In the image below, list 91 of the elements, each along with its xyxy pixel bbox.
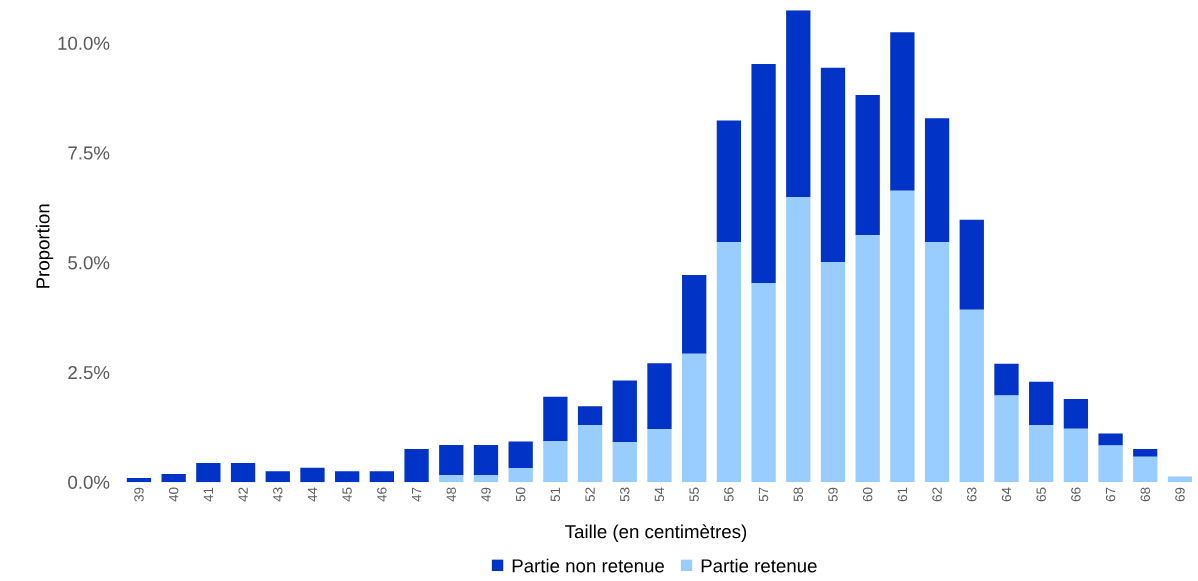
bar bbox=[751, 282, 776, 483]
bar bbox=[612, 441, 637, 483]
bar bbox=[682, 353, 707, 483]
x-tick-label: 55 bbox=[689, 487, 699, 502]
x-tick-label: 41 bbox=[203, 487, 213, 502]
bar bbox=[1063, 398, 1089, 429]
bar bbox=[890, 32, 915, 191]
bar bbox=[335, 471, 360, 483]
x-tick-label: 56 bbox=[724, 487, 734, 502]
x-tick-label: 64 bbox=[1001, 487, 1012, 502]
x-tick-label: 39 bbox=[134, 487, 144, 502]
bar bbox=[1029, 381, 1054, 426]
bar bbox=[473, 475, 499, 483]
x-tick-label: 65 bbox=[1036, 487, 1046, 502]
x-tick-label: 58 bbox=[793, 487, 803, 502]
x-axis-title: Taille (en centimètres) bbox=[565, 524, 747, 542]
bar bbox=[647, 363, 672, 430]
bar bbox=[959, 309, 984, 483]
bar bbox=[1098, 445, 1123, 483]
bar bbox=[682, 275, 707, 354]
x-tick-label: 50 bbox=[515, 487, 526, 502]
bar bbox=[820, 261, 846, 483]
bar bbox=[404, 448, 429, 483]
bar bbox=[647, 429, 672, 483]
bar bbox=[1063, 428, 1089, 483]
x-tick-label: 54 bbox=[654, 487, 665, 502]
bar bbox=[612, 380, 637, 442]
bar bbox=[786, 197, 811, 483]
bar bbox=[439, 445, 464, 476]
bar bbox=[439, 475, 464, 483]
bar bbox=[890, 190, 915, 483]
bar bbox=[577, 406, 603, 426]
x-tick-label: 61 bbox=[897, 487, 908, 502]
x-tick-label: 59 bbox=[828, 487, 838, 502]
x-tick-label: 44 bbox=[307, 487, 318, 502]
x-tick-label: 43 bbox=[273, 487, 283, 502]
y-tick-label: 5.0% bbox=[68, 256, 110, 270]
bar bbox=[786, 10, 811, 198]
bar bbox=[716, 120, 742, 243]
bar bbox=[473, 445, 499, 476]
bar bbox=[543, 396, 568, 442]
bar bbox=[1098, 433, 1123, 446]
bar bbox=[508, 468, 533, 483]
x-tick-label: 66 bbox=[1071, 487, 1081, 502]
x-tick-label: 42 bbox=[238, 487, 248, 502]
y-tick-label: 10.0% bbox=[58, 36, 110, 50]
x-tick-label: 60 bbox=[862, 487, 873, 502]
bar bbox=[994, 363, 1019, 396]
bar bbox=[751, 63, 776, 283]
x-tick-label: 53 bbox=[620, 487, 630, 502]
x-tick-label: 52 bbox=[585, 487, 595, 502]
bar bbox=[577, 425, 603, 483]
bar bbox=[300, 467, 325, 483]
bar bbox=[924, 242, 950, 483]
y-tick-label: 0.0% bbox=[68, 475, 110, 489]
bar bbox=[855, 235, 880, 483]
legend-label: Partie retenue bbox=[701, 558, 817, 573]
x-tick-label: 68 bbox=[1140, 487, 1150, 502]
x-tick-label: 45 bbox=[342, 487, 352, 502]
x-tick-label: 63 bbox=[967, 487, 977, 502]
bar bbox=[716, 242, 742, 483]
bar bbox=[994, 395, 1019, 483]
x-tick-label: 46 bbox=[377, 487, 387, 502]
x-tick-label: 48 bbox=[446, 487, 456, 502]
bar bbox=[959, 219, 984, 310]
x-tick-label: 51 bbox=[550, 487, 561, 502]
bar bbox=[161, 473, 186, 483]
legend-label: Partie non retenue bbox=[512, 558, 664, 573]
y-tick-label: 7.5% bbox=[68, 146, 110, 160]
x-tick-label: 69 bbox=[1175, 487, 1185, 502]
x-tick-label: 67 bbox=[1105, 487, 1116, 502]
x-tick-label: 49 bbox=[481, 487, 491, 502]
bar bbox=[924, 118, 950, 243]
x-tick-label: 62 bbox=[932, 487, 942, 502]
bar bbox=[265, 471, 290, 483]
x-tick-label: 57 bbox=[758, 487, 769, 502]
y-axis-title: Proportion bbox=[35, 204, 54, 288]
bar bbox=[855, 95, 880, 236]
bar bbox=[126, 477, 152, 483]
y-tick-label: 2.5% bbox=[68, 365, 110, 380]
bar bbox=[369, 471, 395, 483]
bar bbox=[196, 463, 221, 483]
bar bbox=[508, 441, 533, 469]
bar bbox=[230, 463, 256, 483]
x-tick-label: 40 bbox=[168, 487, 179, 502]
bar bbox=[1133, 456, 1158, 483]
bar bbox=[1029, 425, 1054, 483]
bar bbox=[543, 441, 568, 483]
bar bbox=[820, 67, 846, 262]
bar bbox=[1133, 448, 1158, 457]
x-tick-label: 47 bbox=[411, 487, 422, 502]
